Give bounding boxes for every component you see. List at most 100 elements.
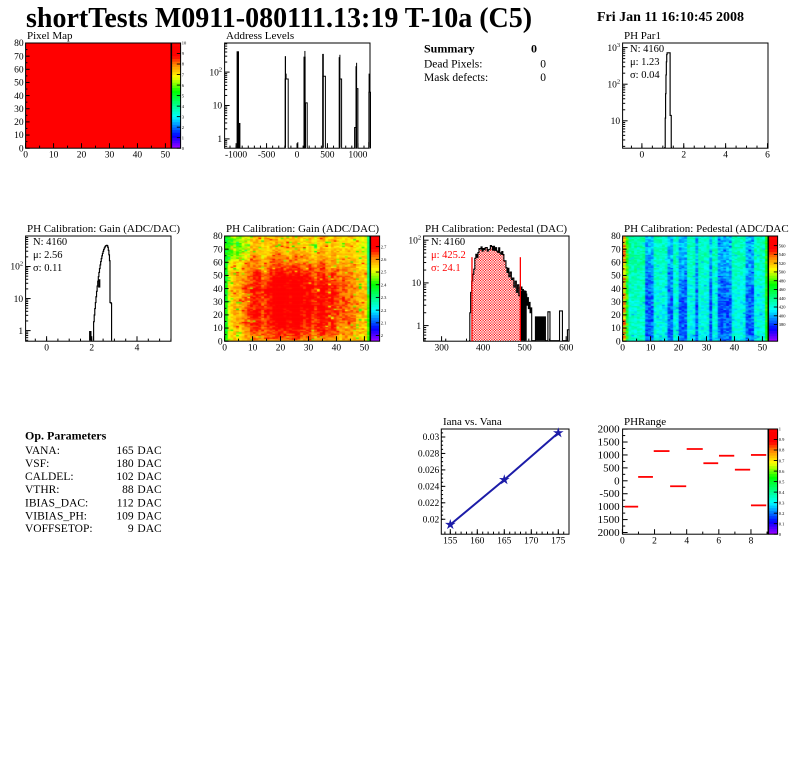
svg-text:Address Levels: Address Levels — [226, 30, 294, 42]
svg-text:IBIAS_DAC:: IBIAS_DAC: — [25, 497, 88, 509]
svg-text:4: 4 — [723, 151, 728, 161]
svg-text:8: 8 — [749, 537, 754, 547]
svg-text:1000: 1000 — [348, 151, 367, 161]
svg-text:40: 40 — [332, 344, 342, 354]
svg-text:0: 0 — [616, 337, 621, 347]
svg-text:μ: 1.23: μ: 1.23 — [630, 57, 660, 68]
svg-text:6: 6 — [182, 83, 185, 88]
svg-text:1500: 1500 — [598, 437, 621, 449]
svg-text:0: 0 — [44, 344, 49, 354]
svg-text:0: 0 — [540, 59, 546, 71]
svg-text:2.1: 2.1 — [381, 321, 387, 326]
svg-text:10: 10 — [646, 344, 656, 354]
svg-text:10: 10 — [611, 324, 621, 334]
svg-text:155: 155 — [443, 537, 458, 547]
svg-text:9: 9 — [182, 51, 185, 56]
svg-text:σ: 0.04: σ: 0.04 — [630, 70, 660, 81]
svg-text:165: 165 — [116, 445, 134, 457]
svg-text:μ: 2.56: μ: 2.56 — [33, 250, 63, 261]
svg-text:300: 300 — [434, 344, 449, 354]
svg-text:3: 3 — [182, 114, 185, 119]
svg-text:Dead Pixels:: Dead Pixels: — [424, 59, 482, 71]
svg-text:DAC: DAC — [137, 458, 162, 470]
svg-text:0: 0 — [614, 475, 620, 487]
svg-text:2: 2 — [89, 344, 94, 354]
svg-text:0: 0 — [222, 344, 227, 354]
svg-text:N: 4160: N: 4160 — [630, 44, 664, 55]
svg-text:10: 10 — [49, 151, 59, 161]
svg-text:520: 520 — [779, 261, 787, 266]
svg-text:Op. Parameters: Op. Parameters — [25, 428, 107, 442]
svg-text:1: 1 — [416, 322, 421, 332]
svg-text:1000: 1000 — [598, 449, 621, 461]
svg-text:σ: 24.1: σ: 24.1 — [431, 263, 461, 274]
svg-text:0: 0 — [23, 151, 28, 161]
svg-text:60: 60 — [14, 66, 24, 76]
svg-text:40: 40 — [133, 151, 143, 161]
svg-text:0.026: 0.026 — [418, 466, 440, 476]
svg-text:2.5: 2.5 — [381, 270, 387, 275]
svg-text:70: 70 — [213, 245, 223, 255]
svg-text:0: 0 — [19, 144, 24, 154]
svg-text:9: 9 — [128, 523, 134, 535]
svg-text:80: 80 — [14, 39, 24, 49]
svg-text:0.02: 0.02 — [423, 516, 440, 526]
svg-text:20: 20 — [213, 311, 223, 321]
svg-text:VANA:: VANA: — [25, 445, 60, 457]
svg-text:0.024: 0.024 — [418, 483, 440, 493]
svg-text:0.7: 0.7 — [779, 458, 785, 463]
svg-text:380: 380 — [779, 322, 787, 327]
svg-text:VIBIAS_PH:: VIBIAS_PH: — [25, 511, 87, 523]
svg-text:4: 4 — [135, 344, 140, 354]
svg-text:Fri Jan 11 16:10:45 2008: Fri Jan 11 16:10:45 2008 — [597, 10, 744, 25]
svg-text:VTHR:: VTHR: — [25, 484, 60, 496]
svg-text:DAC: DAC — [137, 497, 162, 509]
svg-text:500: 500 — [779, 270, 787, 275]
svg-text:N: 4160: N: 4160 — [431, 237, 465, 248]
svg-text:0.4: 0.4 — [779, 490, 785, 495]
svg-text:10: 10 — [182, 41, 187, 46]
svg-text:Iana vs. Vana: Iana vs. Vana — [443, 416, 502, 428]
svg-text:10: 10 — [248, 344, 258, 354]
svg-text:560: 560 — [779, 243, 787, 248]
svg-text:30: 30 — [702, 344, 712, 354]
svg-text:5: 5 — [182, 93, 185, 98]
svg-text:400: 400 — [476, 344, 491, 354]
svg-text:50: 50 — [213, 272, 223, 282]
svg-text:4: 4 — [182, 104, 185, 109]
svg-text:500: 500 — [603, 462, 620, 474]
svg-text:540: 540 — [779, 252, 787, 257]
svg-text:0.5: 0.5 — [779, 479, 785, 484]
svg-text:2.6: 2.6 — [381, 257, 387, 262]
svg-text:20: 20 — [14, 118, 24, 128]
svg-text:440: 440 — [779, 296, 787, 301]
svg-text:40: 40 — [14, 92, 24, 102]
svg-text:0.8: 0.8 — [779, 448, 785, 453]
svg-text:600: 600 — [559, 344, 574, 354]
svg-text:-500: -500 — [599, 488, 620, 500]
svg-text:2.3: 2.3 — [381, 295, 387, 300]
svg-text:40: 40 — [611, 285, 621, 295]
svg-text:109: 109 — [116, 511, 134, 523]
svg-text:shortTests M0911-080111.13:19: shortTests M0911-080111.13:19 T-10a (C5) — [26, 3, 532, 34]
svg-text:σ: 0.11: σ: 0.11 — [33, 263, 62, 274]
svg-text:60: 60 — [611, 259, 621, 269]
svg-text:DAC: DAC — [137, 484, 162, 496]
svg-text:1000: 1000 — [598, 501, 621, 513]
svg-text:10: 10 — [14, 131, 24, 141]
svg-text:80: 80 — [611, 232, 621, 242]
svg-text:VOFFSETOP:: VOFFSETOP: — [25, 523, 93, 535]
svg-text:30: 30 — [611, 298, 621, 308]
svg-text:400: 400 — [779, 314, 787, 319]
svg-text:DAC: DAC — [137, 523, 162, 535]
svg-text:30: 30 — [304, 344, 314, 354]
svg-text:2: 2 — [381, 333, 383, 338]
svg-text:-500: -500 — [258, 151, 276, 161]
svg-text:Mask defects:: Mask defects: — [424, 72, 488, 84]
svg-text:1: 1 — [18, 327, 23, 337]
svg-text:PHRange: PHRange — [624, 416, 666, 428]
svg-text:10: 10 — [14, 295, 24, 305]
svg-text:1: 1 — [217, 135, 222, 145]
svg-text:0: 0 — [540, 72, 546, 84]
svg-text:0: 0 — [295, 151, 300, 161]
